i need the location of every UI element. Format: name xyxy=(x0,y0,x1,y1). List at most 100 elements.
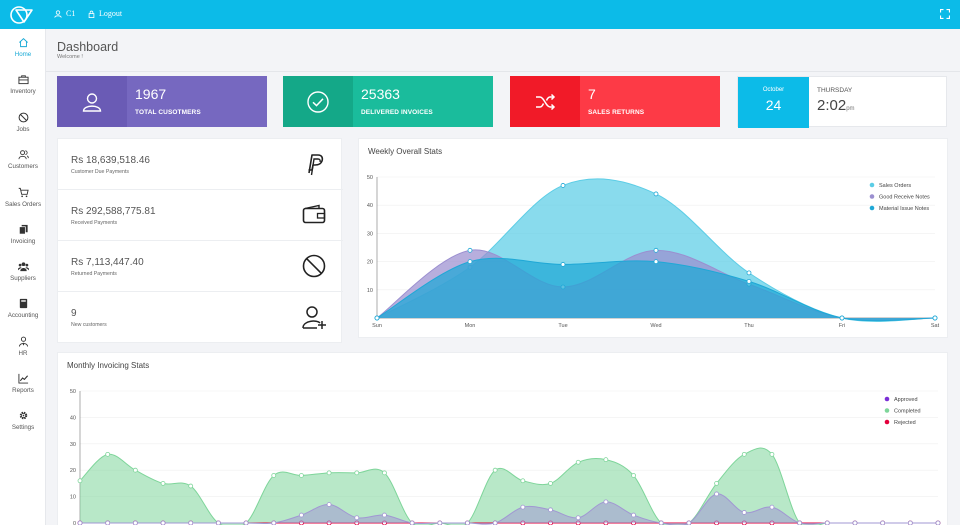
data-point xyxy=(160,520,166,525)
data-point xyxy=(77,478,83,484)
briefcase-icon xyxy=(17,75,29,85)
check-circle-icon xyxy=(307,90,329,113)
sidebar-item-label: Accounting xyxy=(7,312,39,319)
header-divider xyxy=(46,71,960,72)
data-point xyxy=(852,520,858,525)
stat-label: TOTAL CUSOTMERS xyxy=(135,109,201,116)
sidebar-item-reports[interactable]: Reports xyxy=(0,373,46,407)
y-tick-label: 10 xyxy=(70,495,76,501)
sidebar-item-label: Sales Orders xyxy=(4,201,42,208)
stat-icon-box xyxy=(57,76,127,127)
monthly-chart-title: Monthly Invoicing Stats xyxy=(67,361,150,370)
copy-icon xyxy=(18,224,28,235)
payment-amount: Rs 7,113,447.40 xyxy=(71,257,144,268)
weekly-stats-panel: Weekly Overall Stats 10 20 30 40 50 Sun Mon Tue… xyxy=(358,138,948,338)
sidebar-item-customers[interactable]: Customers xyxy=(0,149,46,183)
data-point xyxy=(437,520,443,525)
weekly-chart-title: Weekly Overall Stats xyxy=(368,147,443,156)
payments-panel: Rs 18,639,518.46 Customer Due Payments R… xyxy=(57,138,343,343)
legend-marker xyxy=(884,396,890,402)
brand-logo-icon[interactable] xyxy=(10,5,34,25)
data-point xyxy=(326,502,332,507)
data-point xyxy=(354,515,360,521)
x-tick-label: Sun xyxy=(372,323,382,329)
cart-icon xyxy=(18,187,29,198)
lock-icon xyxy=(88,10,95,18)
sidebar-item-accounting[interactable]: Accounting xyxy=(0,298,46,332)
stat-card-returns[interactable]: 7 SALES RETURNS xyxy=(510,76,720,127)
data-point xyxy=(907,520,913,525)
y-tick-label: 50 xyxy=(367,175,373,181)
data-point xyxy=(653,259,659,264)
legend-label: Material Issue Notes xyxy=(879,206,929,212)
x-tick-label: Fri xyxy=(839,323,845,329)
data-point xyxy=(714,491,719,497)
data-point xyxy=(299,512,304,518)
stat-label: DELIVERED INVOICES xyxy=(361,109,433,116)
sidebar-item-suppliers[interactable]: Suppliers xyxy=(0,261,46,295)
data-point xyxy=(932,315,938,321)
monthly-stats-panel: Monthly Invoicing Stats 0 10 20 30 40 50 Appro… xyxy=(57,352,948,525)
sidebar-item-inventory[interactable]: Inventory xyxy=(0,74,46,108)
data-point xyxy=(465,520,470,525)
data-point xyxy=(374,315,380,321)
date-box: October 24 xyxy=(738,77,809,128)
stat-label: SALES RETURNS xyxy=(588,109,645,116)
data-point xyxy=(714,480,719,486)
sidebar-item-invoicing[interactable]: Invoicing xyxy=(0,224,46,258)
x-tick-label: Sat xyxy=(931,323,940,329)
data-point xyxy=(492,467,498,473)
home-icon xyxy=(18,38,28,48)
payment-label: New customers xyxy=(71,322,107,328)
sidebar-item-home[interactable]: Home xyxy=(0,37,46,71)
payment-label: Customer Due Payments xyxy=(71,169,129,175)
data-point xyxy=(560,183,566,188)
data-point xyxy=(132,467,138,473)
payment-label: Returned Payments xyxy=(71,271,117,277)
date-weekday: THURSDAY xyxy=(817,87,853,94)
data-point xyxy=(520,478,526,484)
y-tick-label: 20 xyxy=(367,260,373,266)
data-point xyxy=(160,480,166,486)
sidebar-item-label: Suppliers xyxy=(10,275,36,282)
y-tick-label: 0 xyxy=(73,521,76,525)
data-point xyxy=(631,512,636,518)
sidebar-item-label: Home xyxy=(14,51,32,58)
series-area xyxy=(377,258,935,321)
sidebar-item-settings[interactable]: Settings xyxy=(0,410,46,444)
legend-label: Sales Orders xyxy=(879,183,911,189)
book-icon xyxy=(19,298,27,309)
stat-icon-box xyxy=(510,76,580,127)
sidebar: Home Inventory Jobs Customers Sales Orde… xyxy=(0,29,46,525)
page-subtitle: Welcome ! xyxy=(57,54,83,60)
payment-row: Rs 18,639,518.46 Customer Due Payments xyxy=(58,139,343,190)
weekly-chart: 10 20 30 40 50 Sun Mon Tue Wed Thu Fri Sat Sales Ord… xyxy=(367,175,940,329)
sidebar-item-sales-orders[interactable]: Sales Orders xyxy=(0,187,46,221)
legend-label: Rejected xyxy=(894,420,916,426)
data-point xyxy=(769,451,775,457)
data-point xyxy=(746,278,752,284)
legend-marker xyxy=(869,205,875,211)
data-point xyxy=(188,483,194,489)
legend-label: Approved xyxy=(894,397,918,403)
logout-link[interactable]: Logout xyxy=(88,9,122,18)
fullscreen-icon[interactable] xyxy=(940,9,950,19)
series-area xyxy=(80,448,938,525)
user-name: C1 xyxy=(66,9,76,18)
sidebar-item-label: Settings xyxy=(11,424,35,431)
wallet-icon xyxy=(302,204,326,224)
date-day: 24 xyxy=(765,97,782,113)
user-menu[interactable]: C1 xyxy=(54,9,75,18)
users-icon xyxy=(17,150,29,160)
sidebar-item-jobs[interactable]: Jobs xyxy=(0,112,46,146)
data-point xyxy=(467,259,473,264)
time-value: 2:02 xyxy=(817,97,847,114)
payment-amount: Rs 18,639,518.46 xyxy=(71,155,150,166)
data-point xyxy=(271,473,277,478)
y-tick-label: 10 xyxy=(367,288,373,294)
stat-card-invoices[interactable]: 25363 DELIVERED INVOICES xyxy=(283,76,493,127)
stat-card-customers[interactable]: 1967 TOTAL CUSOTMERS xyxy=(57,76,267,127)
sidebar-item-hr[interactable]: HR xyxy=(0,336,46,370)
data-point xyxy=(520,504,526,510)
x-tick-label: Mon xyxy=(465,323,476,329)
